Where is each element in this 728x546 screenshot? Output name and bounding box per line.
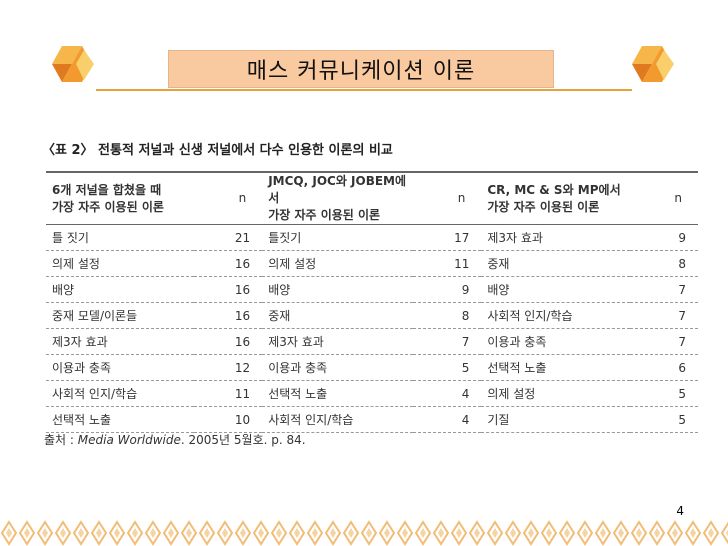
count-cell: 11 [413, 250, 482, 277]
header-col1-line1: 6개 저널을 합쳤을 때 [52, 182, 162, 197]
theory-cell: 기질 [481, 406, 631, 433]
theory-cell: 이용과 충족 [46, 354, 195, 381]
slide-title: 매스 커뮤니케이션 이론 [168, 50, 554, 88]
header-divider [96, 89, 632, 91]
theory-cell: 이용과 충족 [481, 328, 631, 355]
count-cell: 16 [194, 250, 263, 277]
theory-cell: 사회적 인지/학습 [46, 380, 195, 407]
count-cell: 7 [630, 302, 698, 329]
table-source: 출처 : Media Worldwide. 2005년 5월호. p. 84. [44, 431, 306, 448]
count-cell: 8 [630, 250, 698, 277]
theory-comparison-table: 6개 저널을 합쳤을 때 가장 자주 이용된 이론 n JMCQ, JOC와 J… [46, 171, 698, 433]
table-row: 선택적 노출 10 사회적 인지/학습 4 기질 5 [46, 406, 698, 433]
theory-cell: 제3자 효과 [46, 328, 195, 355]
count-cell: 7 [413, 328, 482, 355]
source-title: Media Worldwide [77, 433, 181, 447]
header-col3-line1: CR, MC & S와 MP에서 [487, 182, 621, 197]
count-cell: 21 [194, 224, 263, 251]
header-col2: JMCQ, JOC와 JOBEM에서 가장 자주 이용된 이론 [262, 171, 414, 225]
page-number: 4 [676, 504, 684, 518]
count-cell: 5 [630, 406, 698, 433]
table-caption: 〈표 2〉 전통적 저널과 신생 저널에서 다수 인용한 이론의 비교 [42, 143, 393, 158]
theory-cell: 의제 설정 [262, 250, 414, 277]
count-cell: 9 [630, 224, 698, 251]
header-col3: CR, MC & S와 MP에서 가장 자주 이용된 이론 [481, 171, 631, 225]
table-row: 이용과 충족 12 이용과 충족 5 선택적 노출 6 [46, 354, 698, 381]
theory-cell: 이용과 충족 [262, 354, 414, 381]
count-cell: 12 [194, 354, 263, 381]
count-cell: 7 [630, 276, 698, 303]
header-col1: 6개 저널을 합쳤을 때 가장 자주 이용된 이론 [46, 171, 195, 225]
count-cell: 4 [413, 380, 482, 407]
table-row: 중재 모델/이론들 16 중재 8 사회적 인지/학습 7 [46, 302, 698, 329]
theory-cell: 선택적 노출 [481, 354, 631, 381]
count-cell: 4 [413, 406, 482, 433]
table-header-row: 6개 저널을 합쳤을 때 가장 자주 이용된 이론 n JMCQ, JOC와 J… [46, 171, 698, 225]
theory-cell: 사회적 인지/학습 [481, 302, 631, 329]
count-cell: 10 [194, 406, 263, 433]
header-n1: n [194, 171, 263, 225]
cube-logo-icon [52, 46, 94, 82]
table-row: 배양 16 배양 9 배양 7 [46, 276, 698, 303]
theory-cell: 중재 [262, 302, 414, 329]
header-col2-line2: 가장 자주 이용된 이론 [268, 208, 381, 222]
theory-cell: 의제 설정 [481, 380, 631, 407]
theory-cell: 중재 [481, 250, 631, 277]
count-cell: 16 [194, 302, 263, 329]
count-cell: 9 [413, 276, 482, 303]
table-row: 틀 짓기 21 틀짓기 17 제3자 효과 9 [46, 224, 698, 251]
count-cell: 17 [413, 224, 482, 251]
header-n3: n [630, 171, 698, 225]
theory-cell: 선택적 노출 [262, 380, 414, 407]
theory-cell: 틀 짓기 [46, 224, 195, 251]
theory-cell: 사회적 인지/학습 [262, 406, 414, 433]
table-row: 제3자 효과 16 제3자 효과 7 이용과 충족 7 [46, 328, 698, 355]
slide-title-text: 매스 커뮤니케이션 이론 [246, 59, 476, 84]
decorative-pattern [0, 520, 728, 546]
cube-logo-icon [632, 46, 674, 82]
header-col1-line2: 가장 자주 이용된 이론 [52, 199, 164, 214]
table-row: 사회적 인지/학습 11 선택적 노출 4 의제 설정 5 [46, 380, 698, 407]
header-col3-line2: 가장 자주 이용된 이론 [487, 199, 600, 214]
theory-cell: 제3자 효과 [481, 224, 631, 251]
theory-cell: 제3자 효과 [262, 328, 414, 355]
count-cell: 6 [630, 354, 698, 381]
count-cell: 11 [194, 380, 263, 407]
table-row: 의제 설정 16 의제 설정 11 중재 8 [46, 250, 698, 277]
source-suffix: . 2005년 5월호. p. 84. [180, 433, 306, 447]
count-cell: 5 [630, 380, 698, 407]
count-cell: 5 [413, 354, 482, 381]
source-prefix: 출처 : [44, 433, 78, 447]
theory-cell: 틀짓기 [262, 224, 414, 251]
theory-cell: 배양 [46, 276, 195, 303]
theory-cell: 배양 [481, 276, 631, 303]
theory-cell: 배양 [262, 276, 414, 303]
theory-cell: 선택적 노출 [46, 406, 195, 433]
header-n2: n [413, 171, 482, 225]
header-col2-line1: JMCQ, JOC와 JOBEM에서 [268, 174, 407, 205]
count-cell: 16 [194, 276, 263, 303]
theory-cell: 중재 모델/이론들 [46, 302, 195, 329]
count-cell: 7 [630, 328, 698, 355]
count-cell: 8 [413, 302, 482, 329]
theory-cell: 의제 설정 [46, 250, 195, 277]
count-cell: 16 [194, 328, 263, 355]
